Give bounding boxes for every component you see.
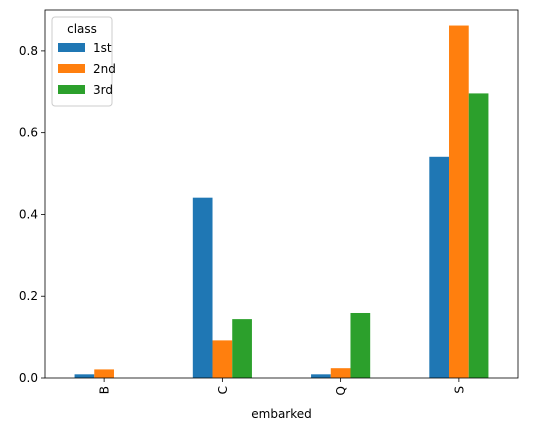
bar-3rd-S — [468, 93, 489, 378]
x-tick-label: B — [98, 386, 112, 394]
bar-2nd-B — [94, 369, 114, 378]
x-axis-label: embarked — [251, 407, 312, 421]
plot-frame — [44, 9, 519, 379]
y-tick-label: 0.6 — [19, 126, 38, 140]
bars-layer — [74, 25, 489, 378]
y-tick-label: 0.2 — [19, 289, 38, 303]
axes-layer: 0.0 0.2 0.4 0.6 0.8 B C Q S — [19, 9, 519, 395]
legend-title: class — [67, 22, 97, 36]
x-tick-label: Q — [334, 386, 348, 395]
legend: class 1st 2nd 3rd — [51, 16, 116, 107]
bar-2nd-S — [449, 25, 469, 378]
bar-2nd-Q — [330, 368, 351, 378]
bar-1st-Q — [311, 374, 331, 378]
y-tick-label: 0.4 — [19, 207, 38, 221]
legend-box — [51, 16, 113, 107]
bar-3rd-C — [232, 319, 252, 378]
legend-swatch-1st — [58, 43, 85, 52]
bar-2nd-C — [212, 340, 233, 378]
legend-label-3rd: 3rd — [93, 83, 113, 97]
x-tick-label: S — [452, 386, 466, 394]
bar-3rd-Q — [350, 312, 371, 378]
y-tick-label: 0.0 — [19, 371, 38, 385]
y-tick-label: 0.8 — [19, 44, 38, 58]
legend-label-1st: 1st — [93, 41, 112, 55]
legend-swatch-3rd — [58, 85, 85, 94]
legend-label-2nd: 2nd — [93, 62, 116, 76]
x-tick-label: C — [216, 386, 230, 394]
bar-1st-S — [429, 156, 450, 378]
bar-1st-C — [192, 197, 213, 378]
legend-swatch-2nd — [58, 64, 85, 73]
bar-1st-B — [74, 374, 95, 378]
